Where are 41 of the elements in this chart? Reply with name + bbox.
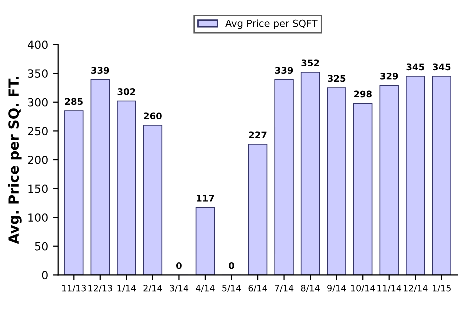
data-label: 260 (144, 112, 162, 120)
legend-label: Avg Price per SQFT (226, 20, 318, 30)
data-label: 329 (380, 72, 398, 80)
x-tick-label: 5/14 (222, 285, 242, 292)
x-tick-label: 9/14 (328, 285, 346, 292)
data-label: 339 (92, 67, 110, 74)
x-tick-label: 3/14 (170, 285, 189, 292)
x-tick-label: 12/13 (88, 285, 112, 292)
x-tick-label: 12/14 (404, 285, 428, 292)
data-label: 302 (118, 88, 136, 96)
data-label: 298 (354, 90, 372, 98)
y-tick-label: 300 (28, 98, 48, 107)
x-tick-label: 8/14 (301, 285, 320, 292)
x-tick-label: 6/14 (248, 285, 268, 292)
y-tick-label: 100 (28, 214, 48, 222)
x-tick-label: 11/14 (378, 285, 402, 292)
y-tick-label: 50 (35, 242, 48, 251)
data-label: 0 (229, 262, 234, 270)
y-tick-label: 250 (28, 127, 48, 136)
y-tick-label: 150 (28, 184, 48, 194)
data-label: 339 (275, 67, 294, 74)
data-label: 352 (302, 60, 320, 67)
data-label: 285 (65, 98, 83, 106)
y-tick-label: 400 (28, 40, 48, 50)
y-tick-label: 200 (28, 156, 48, 164)
x-tick-label: 2/14 (144, 285, 162, 292)
x-tick-label: 11/13 (62, 285, 86, 292)
y-tick-label: 350 (28, 70, 48, 78)
x-tick-label: 7/14 (275, 285, 294, 292)
data-label: 345 (433, 64, 451, 71)
y-axis-title: Avg. Price per SQ. FT. (8, 77, 22, 244)
x-tick-label: 1/14 (118, 285, 136, 292)
x-tick-label: 10/14 (351, 285, 376, 292)
data-label: 0 (176, 262, 182, 270)
data-label: 227 (249, 132, 267, 138)
x-tick-label: 1/15 (433, 285, 451, 292)
x-tick-label: 4/14 (196, 285, 215, 292)
data-label: 325 (328, 75, 346, 82)
data-label: 117 (197, 195, 214, 202)
data-label: 345 (406, 64, 424, 71)
y-tick-label: 0 (42, 271, 48, 280)
